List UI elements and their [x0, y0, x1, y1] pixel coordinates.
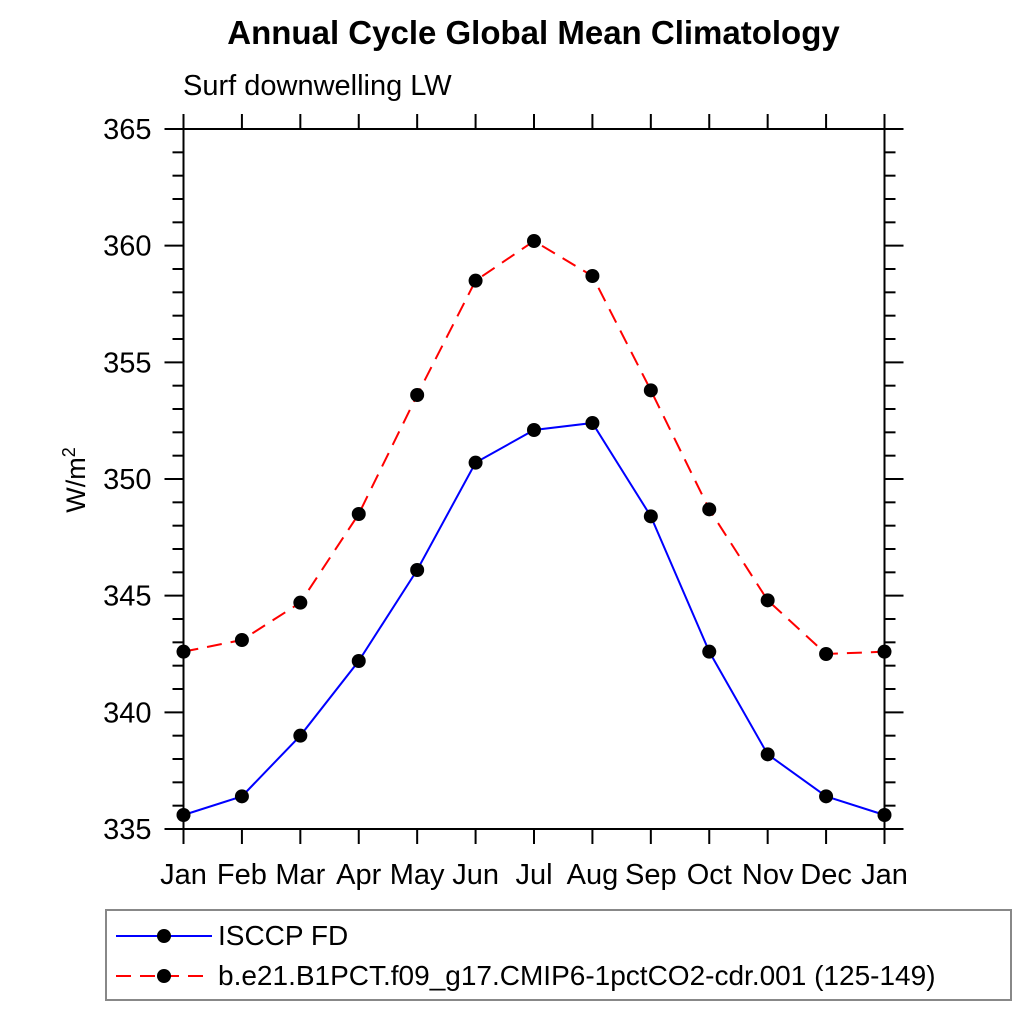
x-tick-label: Jan [160, 859, 207, 891]
data-point-marker [410, 563, 425, 577]
data-point-marker [585, 416, 600, 430]
x-tick-label: Mar [275, 859, 325, 891]
data-point-marker [585, 269, 600, 283]
x-tick-label: May [390, 859, 445, 891]
y-tick-label: 335 [103, 814, 151, 846]
legend: ISCCP FD b.e21.B1PCT.f09_g17.CMIP6-1pctC… [105, 909, 1012, 1001]
x-tick-label: Jul [515, 859, 552, 891]
legend-label-model-run: b.e21.B1PCT.f09_g17.CMIP6-1pctCO2-cdr.00… [218, 960, 936, 991]
data-point-marker [702, 502, 717, 517]
legend-swatch-solid-line-dot-icon [116, 929, 212, 943]
data-point-marker [234, 789, 249, 804]
data-point-marker [293, 728, 308, 743]
legend-marker [157, 969, 171, 983]
data-point-marker [643, 383, 658, 398]
x-tick-label: Jun [452, 859, 499, 891]
chart-subtitle: Surf downwelling LW [183, 70, 452, 102]
legend-marker [157, 929, 171, 943]
legend-label-isccp-fd: ISCCP FD [218, 920, 349, 951]
series-line-1 [183, 239, 885, 656]
data-point-marker [410, 388, 425, 402]
x-tick-label: Jan [861, 859, 908, 891]
y-tick-label: 355 [103, 347, 151, 379]
data-point-marker [176, 644, 191, 659]
x-tick-label: Apr [336, 859, 381, 891]
data-point-marker [468, 455, 483, 470]
series-line-0 [183, 421, 885, 816]
data-point-marker [760, 593, 775, 608]
y-tick-label: 350 [103, 464, 151, 496]
x-tick-label: Feb [217, 859, 267, 891]
x-tick-label: Aug [567, 859, 619, 891]
legend-item-model-run: b.e21.B1PCT.f09_g17.CMIP6-1pctCO2-cdr.00… [114, 956, 1010, 996]
data-point-marker [819, 647, 834, 661]
data-point-marker [760, 747, 775, 762]
data-point-marker [234, 633, 249, 647]
y-tick-label: 340 [103, 697, 151, 729]
data-point-marker [351, 507, 366, 521]
plot-frame [182, 128, 886, 830]
x-tick-label: Oct [687, 859, 732, 891]
data-point-marker [877, 644, 892, 659]
data-point-marker [527, 234, 541, 248]
data-point-marker [468, 273, 483, 288]
x-tick-label: Dec [800, 859, 852, 891]
chart-title: Annual Cycle Global Mean Climatology [227, 14, 840, 51]
data-point-marker [351, 654, 366, 668]
data-point-marker [702, 644, 717, 659]
y-tick-label: 345 [103, 581, 151, 613]
x-tick-label: Sep [625, 859, 677, 891]
data-point-marker [819, 789, 834, 804]
data-point-marker [293, 595, 308, 610]
data-point-marker [527, 423, 541, 437]
legend-swatch-dashed-line-dot-icon [116, 969, 212, 983]
data-point-marker [877, 808, 892, 822]
data-point-marker [643, 509, 658, 524]
y-tick-label: 360 [103, 231, 151, 263]
legend-item-isccp-fd: ISCCP FD [114, 916, 1010, 956]
x-tick-label: Nov [742, 859, 794, 891]
data-point-marker [176, 808, 191, 822]
y-tick-label: 365 [103, 114, 151, 146]
